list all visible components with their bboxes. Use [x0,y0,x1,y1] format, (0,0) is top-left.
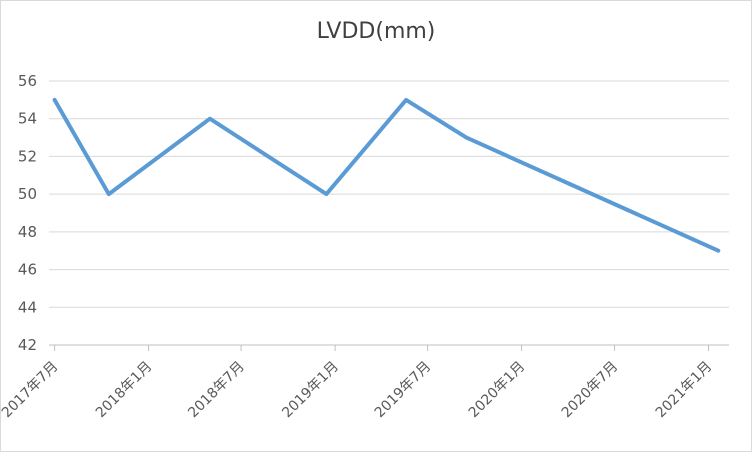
data-point [208,117,212,121]
y-tick-label: 44 [18,298,37,316]
y-tick-label: 56 [18,72,37,90]
x-tick-label: 2018年7月 [185,359,248,422]
y-tick-label: 46 [18,261,37,279]
y-tick-label: 54 [18,110,37,128]
x-tick-label: 2017年7月 [1,359,61,422]
x-tick-label: 2019年1月 [279,359,342,422]
x-tick-label: 2020年1月 [466,359,529,422]
y-tick-label: 50 [18,185,37,203]
x-tick-label: 2018年1月 [93,359,156,422]
series-line [52,97,721,253]
data-point [53,98,57,102]
data-point [404,98,408,102]
y-tick-label: 42 [18,336,37,354]
data-point [324,192,328,196]
data-point [716,249,720,253]
y-tick-label: 52 [18,147,37,165]
x-tick-label: 2021年1月 [653,359,716,422]
y-tick-label: 48 [18,223,37,241]
data-point [464,136,468,140]
data-point [107,192,111,196]
chart-title: LVDD(mm) [316,19,436,44]
x-tick-label: 2020年7月 [559,359,622,422]
x-tick-label: 2019年7月 [372,359,435,422]
